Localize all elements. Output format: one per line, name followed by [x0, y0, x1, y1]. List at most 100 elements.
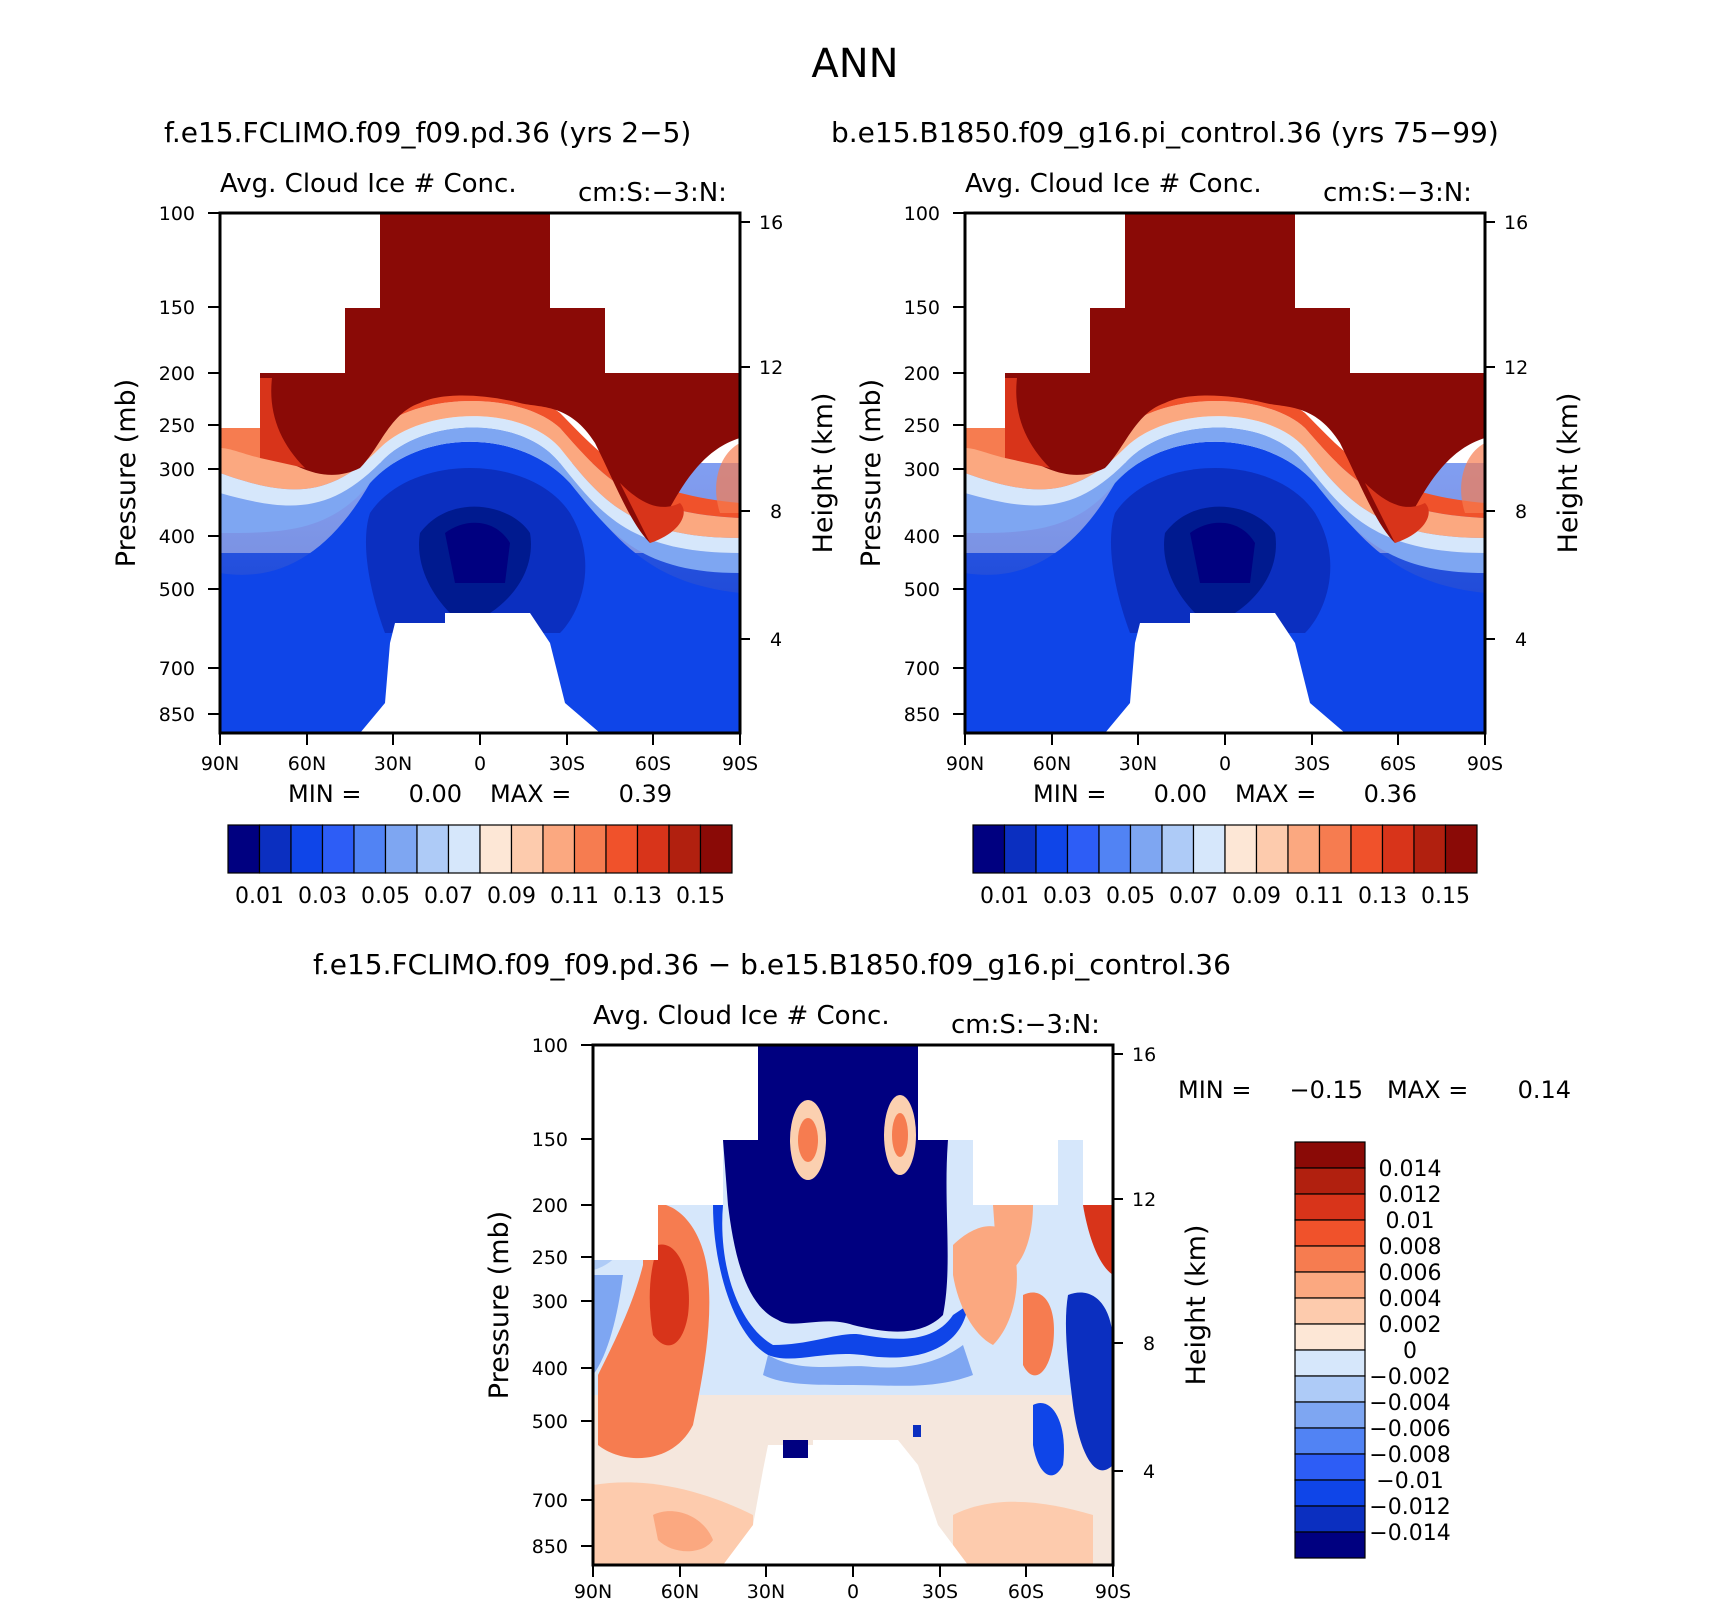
colorbar-swatch	[1294, 1479, 1366, 1507]
colorbar-swatch	[1318, 824, 1352, 874]
colorbar-label: −0.004	[1369, 1391, 1450, 1416]
colorbar-swatch	[1294, 1323, 1366, 1351]
panel-2-ytick: 500	[904, 579, 940, 601]
colorbar-swatch	[384, 824, 418, 874]
panel-1-y2label: Height (km)	[808, 393, 839, 554]
panel-2-case-title: b.e15.B1850.f09_g16.pi_control.36 (yrs 7…	[831, 116, 1499, 149]
colorbar-label: 0.006	[1379, 1261, 1442, 1286]
colorbar-swatch	[1350, 824, 1384, 874]
colorbar-swatch	[1224, 824, 1258, 874]
colorbar-label: −0.006	[1369, 1417, 1450, 1442]
colorbar-swatch	[1003, 824, 1037, 874]
panel-1-xtick: 60S	[635, 753, 671, 775]
panel-1-ticks	[208, 212, 750, 745]
colorbar-label: 0.004	[1379, 1287, 1442, 1312]
panel-1-ytick: 300	[159, 459, 195, 481]
colorbar-label: 0	[1403, 1339, 1417, 1364]
colorbar-swatch	[1287, 824, 1321, 874]
colorbar-label: 0.01	[1386, 1209, 1435, 1234]
panel-2-y2tick: 4	[1515, 629, 1527, 651]
panel-1-ytick: 850	[159, 704, 195, 726]
panel-3-xtick: 30N	[747, 1581, 785, 1601]
colorbar-label: 0.13	[613, 884, 662, 909]
panel-3-colorbar: 0.0140.0120.010.0080.0060.0040.0020−0.00…	[1294, 1141, 1451, 1559]
colorbar-label: 0.09	[1232, 884, 1281, 909]
panel-3: f.e15.FCLIMO.f09_f09.pd.36 − b.e15.B1850…	[313, 948, 1571, 1601]
colorbar-label: −0.01	[1376, 1469, 1443, 1494]
panel-2-y2label: Height (km)	[1553, 393, 1584, 554]
panel-3-ytick: 200	[532, 1195, 568, 1217]
panel-2-max-value: 0.36	[1364, 780, 1417, 808]
panel-2-min-label: MIN =	[1033, 780, 1106, 808]
colorbar-swatch	[447, 824, 481, 874]
panel-1-xtick: 0	[474, 753, 486, 775]
colorbar-swatch	[1444, 824, 1478, 874]
colorbar-swatch	[1294, 1245, 1366, 1273]
colorbar-label: −0.014	[1369, 1521, 1450, 1546]
panel-1-xtick: 60N	[288, 753, 326, 775]
colorbar-label: −0.008	[1369, 1443, 1450, 1468]
panel-3-ytick: 850	[532, 1536, 568, 1558]
panel-1-xtick: 30N	[374, 753, 412, 775]
panel-2-xtick: 90S	[1467, 753, 1503, 775]
panel-1-min-value: 0.00	[409, 780, 462, 808]
colorbar-swatch	[972, 824, 1006, 874]
panel-1-max-value: 0.39	[619, 780, 672, 808]
panel-2-variable-title: Avg. Cloud Ice # Conc.	[965, 169, 1262, 199]
colorbar-swatch	[1161, 824, 1195, 874]
panel-2-xtick: 90N	[946, 753, 984, 775]
panel-1-ytick: 700	[159, 658, 195, 680]
panel-2-ytick: 200	[904, 363, 940, 385]
colorbar-label: 0.15	[1421, 884, 1470, 909]
panel-3-y2tick: 12	[1132, 1189, 1156, 1211]
colorbar-swatch	[1294, 1531, 1366, 1559]
colorbar-label: 0.012	[1379, 1183, 1442, 1208]
panel-3-ytick: 700	[532, 1490, 568, 1512]
panel-2-xtick: 30S	[1294, 753, 1330, 775]
panel-3-xtick: 90S	[1095, 1581, 1131, 1601]
colorbar-swatch	[1294, 1297, 1366, 1325]
colorbar-swatch	[699, 824, 733, 874]
panel-3-field	[593, 1045, 1113, 1565]
colorbar-swatch	[542, 824, 576, 874]
colorbar-label: −0.002	[1369, 1365, 1450, 1390]
panel-1-min-label: MIN =	[288, 780, 361, 808]
panel-1-case-title: f.e15.FCLIMO.f09_f09.pd.36 (yrs 2−5)	[164, 116, 691, 149]
panel-2-missing-gap	[1223, 613, 1229, 638]
colorbar-swatch	[1035, 824, 1069, 874]
colorbar-label: 0.01	[235, 884, 284, 909]
colorbar-label: 0.014	[1379, 1157, 1442, 1182]
panel-1-field	[220, 213, 740, 733]
colorbar-swatch	[1294, 1167, 1366, 1195]
colorbar-swatch	[1381, 824, 1415, 874]
panel-3-xtick: 60N	[661, 1581, 699, 1601]
panel-3-xtick: 0	[847, 1581, 859, 1601]
colorbar-swatch	[1294, 1219, 1366, 1247]
panel-1-y2tick: 4	[770, 629, 782, 651]
panel-2-xtick: 60S	[1380, 753, 1416, 775]
panel-3-y2tick: 8	[1143, 1333, 1155, 1355]
panel-2-ytick: 850	[904, 704, 940, 726]
colorbar-swatch	[479, 824, 513, 874]
colorbar-label: 0.11	[1295, 884, 1344, 909]
colorbar-label: 0.05	[361, 884, 410, 909]
panel-1-variable-title: Avg. Cloud Ice # Conc.	[220, 169, 517, 199]
colorbar-label: 0.002	[1379, 1313, 1442, 1338]
panel-2-ytick: 700	[904, 658, 940, 680]
panel-1-xtick: 90S	[722, 753, 758, 775]
panel-1-ytick: 500	[159, 579, 195, 601]
panel-1-ytick: 150	[159, 297, 195, 319]
panel-3-xtick: 30S	[922, 1581, 958, 1601]
colorbar-swatch	[258, 824, 292, 874]
colorbar-label: 0.15	[676, 884, 725, 909]
panel-3-ytick: 500	[532, 1411, 568, 1433]
panel-2-ytick: 100	[904, 203, 940, 225]
panel-3-units: cm:S:−3:N:	[951, 1010, 1100, 1040]
colorbar-swatch	[668, 824, 702, 874]
colorbar-swatch	[321, 824, 355, 874]
panel-2-y2tick: 8	[1515, 501, 1527, 523]
colorbar-swatch	[353, 824, 387, 874]
colorbar-label: 0.07	[424, 884, 473, 909]
colorbar-swatch	[227, 824, 261, 874]
colorbar-swatch	[1294, 1141, 1366, 1169]
